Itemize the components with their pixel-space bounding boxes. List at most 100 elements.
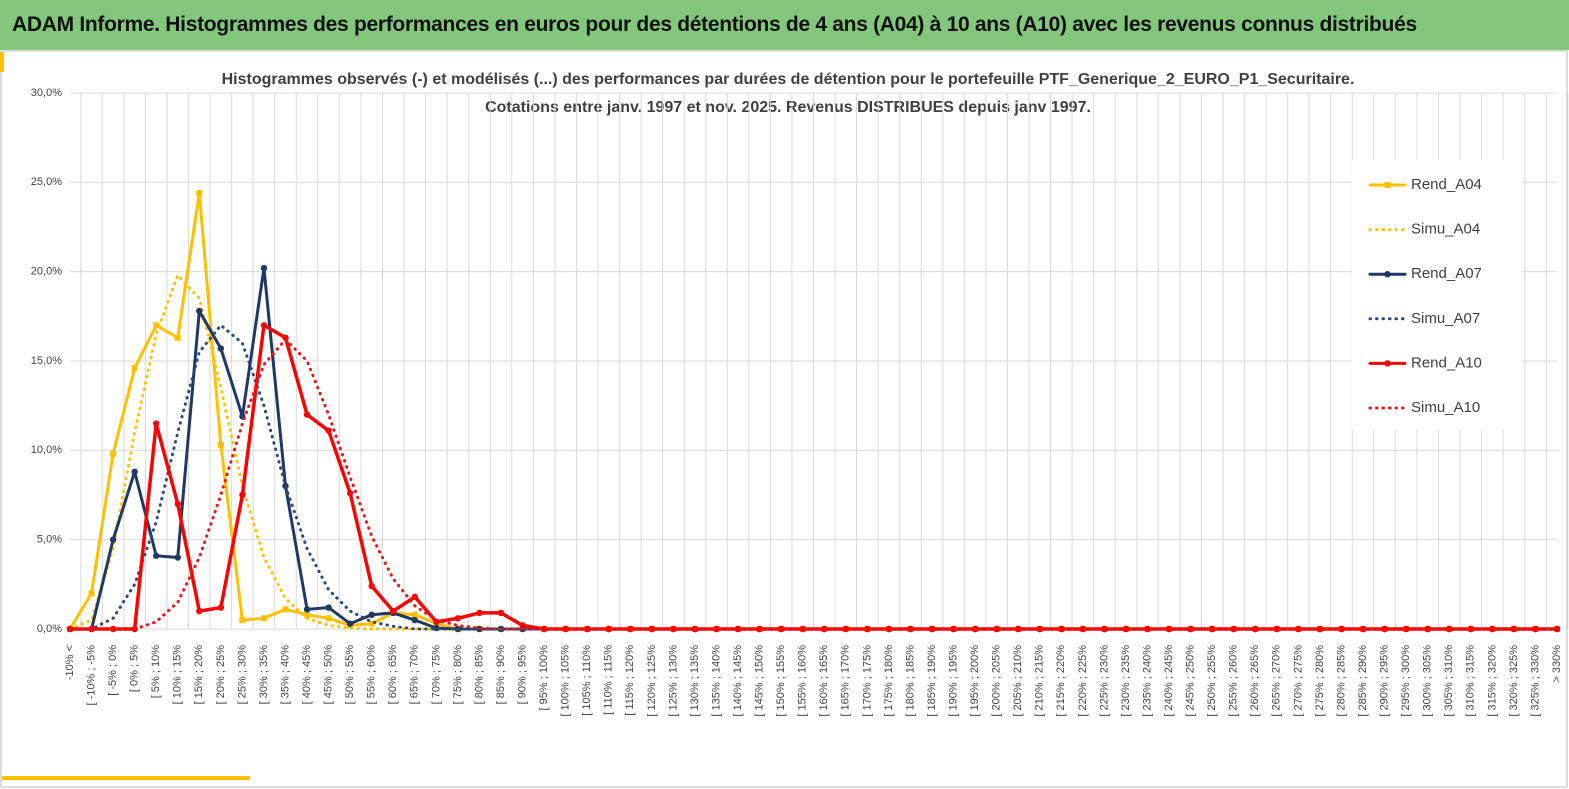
x-tick-label: [ 145% ; 150%	[754, 645, 766, 717]
legend-marker	[1384, 182, 1391, 188]
chart-subtitle: Cotations entre janv. 1997 et nov. 2025.…	[485, 99, 1091, 116]
x-tick-label: [ 325% ; 330%	[1529, 645, 1541, 717]
x-tick-label: [ 305% ; 310%	[1443, 645, 1455, 717]
x-tick-label: [ 130% ; 135%	[689, 645, 701, 717]
marker	[950, 625, 957, 633]
marker	[346, 490, 354, 497]
marker	[153, 552, 160, 559]
x-tick-label: [ 55% ; 60%	[366, 645, 378, 705]
marker	[411, 616, 419, 624]
marker	[1208, 625, 1216, 633]
y-tick-label: 5,0%	[37, 534, 62, 546]
x-tick-label: [ 140% ; 145%	[732, 645, 744, 717]
marker	[88, 590, 95, 597]
marker	[131, 365, 138, 372]
marker	[1402, 625, 1410, 633]
marker	[153, 322, 160, 329]
marker	[1553, 625, 1561, 633]
y-tick-label: 25,0%	[31, 176, 62, 188]
x-tick-label: [ 40% ; 45%	[301, 645, 313, 705]
legend-label: Rend_A10	[1411, 354, 1482, 371]
marker	[670, 625, 677, 633]
marker	[110, 450, 117, 457]
x-tick-label: [ 240% ; 245%	[1163, 645, 1175, 717]
marker	[109, 625, 117, 633]
x-tick-label: [ 300% ; 305%	[1422, 645, 1434, 717]
x-tick-label: [ 255% ; 260%	[1228, 645, 1240, 717]
marker	[325, 427, 332, 434]
x-tick-label: [ 70% ; 75%	[430, 645, 442, 705]
x-tick-label: [ 210% ; 215%	[1034, 645, 1046, 717]
legend-marker	[1384, 360, 1391, 367]
x-tick-label: [ 275% ; 280%	[1314, 645, 1326, 717]
marker	[1359, 625, 1367, 633]
x-tick-label: -10% <	[64, 645, 76, 680]
marker	[1424, 625, 1431, 633]
marker	[1273, 625, 1281, 633]
marker	[131, 468, 138, 475]
x-tick-label: [ 150% ; 155%	[775, 645, 787, 717]
x-tick-label: [ 310% ; 315%	[1465, 645, 1477, 717]
marker	[928, 625, 936, 633]
legend-label: Rend_A04	[1411, 176, 1482, 193]
x-tick-label: [ 290% ; 295%	[1379, 645, 1391, 717]
marker	[303, 606, 311, 613]
legend-label: Simu_A10	[1411, 399, 1480, 416]
marker	[799, 625, 806, 633]
x-tick-label: [ 65% ; 70%	[409, 645, 421, 705]
x-tick-label: [ 100% ; 105%	[560, 645, 572, 717]
marker	[260, 264, 268, 272]
x-tick-label: [ 280% ; 285%	[1335, 645, 1347, 717]
x-tick-label: [ 155% ; 160%	[797, 645, 809, 717]
marker	[217, 441, 224, 448]
x-tick-label: [ 185% ; 190%	[926, 645, 938, 717]
marker	[217, 345, 225, 352]
y-tick-label: 30,0%	[31, 87, 62, 99]
marker	[519, 622, 526, 629]
x-tick-label: > 330%	[1551, 645, 1563, 683]
marker	[1338, 625, 1345, 633]
x-tick-label: [ 60% ; 65%	[387, 645, 399, 705]
marker	[174, 334, 181, 341]
marker	[1144, 625, 1151, 633]
marker	[174, 554, 181, 561]
x-tick-label: [ 90% ; 95%	[516, 645, 528, 705]
x-tick-label: [ 205% ; 210%	[1012, 645, 1024, 717]
legend-marker	[1384, 271, 1391, 278]
chart-title: Histogrammes observés (-) et modélisés (…	[222, 71, 1355, 88]
marker	[88, 625, 95, 633]
y-tick-label: 0,0%	[37, 623, 62, 635]
marker	[196, 190, 203, 197]
x-tick-label: [ 110% ; 115%	[603, 645, 615, 715]
x-tick-label: [ 30% ; 35%	[258, 645, 270, 705]
x-tick-label: [ 125% ; 130%	[667, 645, 679, 717]
x-tick-label: [ 180% ; 185%	[904, 645, 916, 717]
marker	[303, 411, 311, 418]
marker	[864, 625, 871, 633]
x-tick-label: [ 220% ; 225%	[1077, 645, 1089, 717]
marker	[734, 625, 742, 633]
marker	[368, 611, 375, 618]
x-tick-label: [ 245% ; 250%	[1185, 645, 1197, 717]
x-tick-label: [ 115% ; 120%	[624, 645, 636, 716]
marker	[304, 611, 311, 618]
series-line	[68, 338, 1559, 631]
y-tick-label: 15,0%	[31, 355, 62, 367]
marker	[993, 625, 1000, 633]
marker	[282, 606, 289, 613]
marker	[325, 604, 332, 611]
marker	[1015, 625, 1022, 633]
marker	[1295, 625, 1302, 633]
x-tick-label: [ 25% ; 30%	[236, 645, 248, 705]
x-tick-label: [ 190% ; 195%	[947, 645, 959, 717]
x-tick-label: [ 160% ; 165%	[818, 645, 830, 717]
legend-label: Simu_A07	[1411, 310, 1480, 327]
frame	[0, 50, 1568, 788]
marker	[885, 625, 893, 633]
x-tick-label: [ 170% ; 175%	[861, 645, 873, 717]
marker	[239, 617, 246, 624]
x-tick-label: [ 225% ; 230%	[1098, 645, 1110, 717]
x-tick-label: [ 235% ; 240%	[1141, 645, 1153, 717]
x-tick-label: [ 50% ; 55%	[344, 645, 356, 705]
